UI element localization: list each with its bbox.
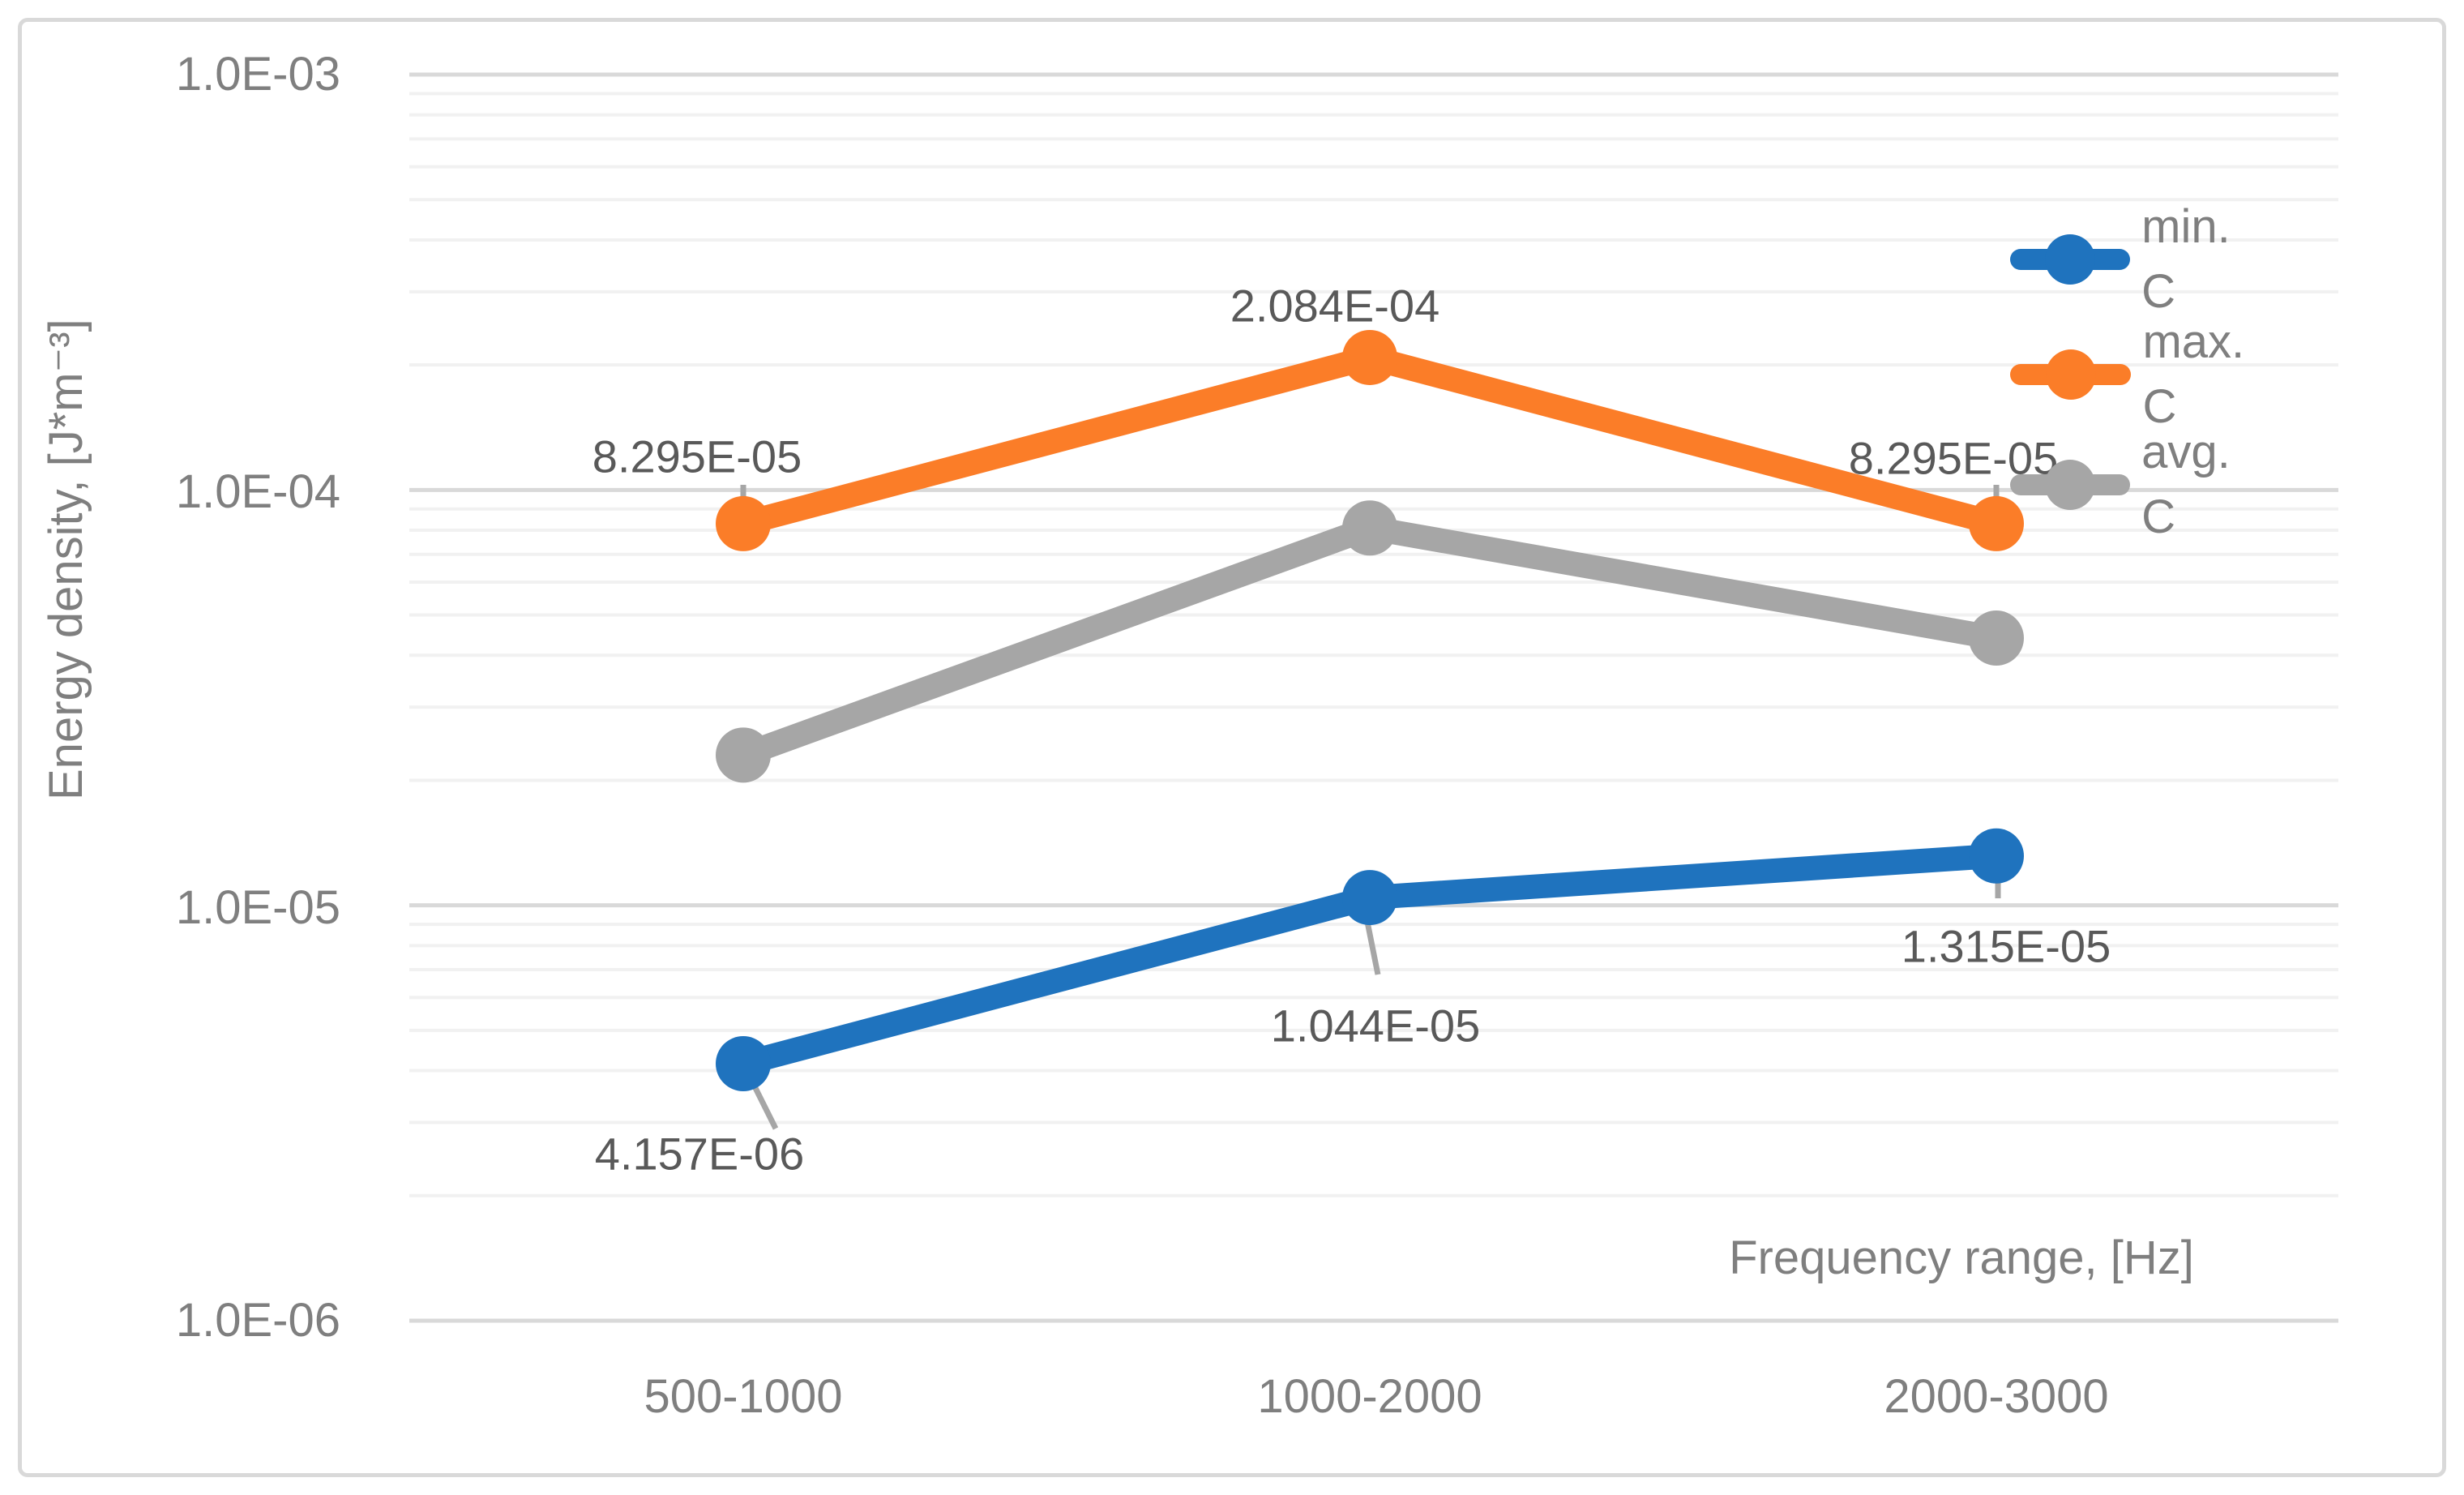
- legend-line-min-c-icon: [2010, 234, 2131, 285]
- legend-line-max-c-icon: [2010, 349, 2132, 400]
- x-category-2: 1000-2000: [1257, 1370, 1482, 1423]
- legend-label-max-c: max. C: [2142, 315, 2245, 433]
- x-category-3: 2000-3000: [1884, 1370, 2109, 1423]
- y-tick-1e-4: 1.0E-04: [175, 465, 340, 518]
- data-label-max-2: 2.084E-04: [1230, 280, 1440, 332]
- y-tick-1e-6: 1.0E-06: [175, 1294, 340, 1347]
- data-label-min-3: 1.315E-05: [1901, 920, 2111, 972]
- legend-label-min-c: min. C: [2141, 200, 2231, 318]
- x-axis-title: Frequency range, [Hz]: [1729, 1232, 2194, 1284]
- legend-marker-avg-c-icon: [2045, 460, 2096, 510]
- legend-entry-max-c: max. C: [2010, 315, 2268, 433]
- y-axis-title: Energy density, [J*m⁻³]: [40, 319, 92, 800]
- legend-marker-max-c-icon: [2045, 349, 2096, 400]
- data-label-min-1: 4.157E-06: [594, 1128, 805, 1180]
- legend-marker-min-c-icon: [2045, 234, 2096, 285]
- x-category-1: 500-1000: [644, 1370, 843, 1423]
- legend-entry-min-c: min. C: [2010, 200, 2255, 318]
- legend-label-avg-c: avg. C: [2141, 426, 2231, 543]
- legend-line-avg-c-icon: [2010, 460, 2131, 510]
- data-label-max-1: 8.295E-05: [592, 431, 802, 482]
- legend-entry-avg-c: avg. C: [2010, 426, 2255, 543]
- y-tick-1e-3: 1.0E-03: [175, 48, 340, 101]
- y-tick-1e-5: 1.0E-05: [175, 881, 340, 934]
- data-label-min-2: 1.044E-05: [1270, 1000, 1481, 1052]
